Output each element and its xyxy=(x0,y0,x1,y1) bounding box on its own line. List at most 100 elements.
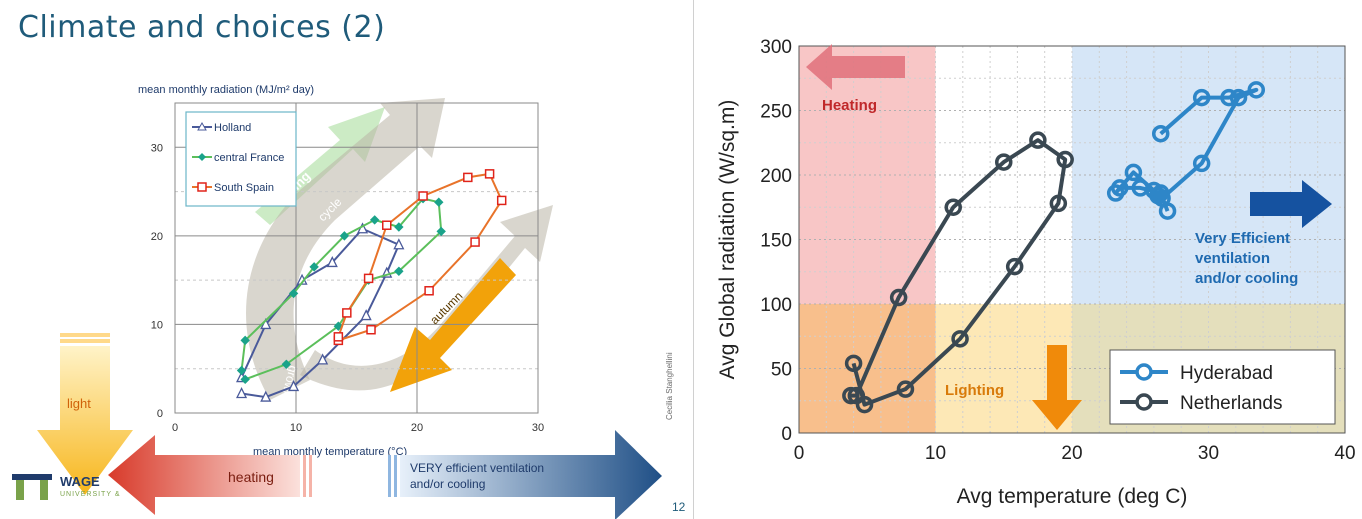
slide-divider xyxy=(693,0,694,519)
x-axis-label: Avg temperature (deg C) xyxy=(957,485,1188,508)
data-point xyxy=(436,226,446,237)
cooling-region-label-line1: Very Efficient xyxy=(1195,230,1290,247)
data-point xyxy=(342,308,352,318)
y-tick-label: 200 xyxy=(760,166,792,187)
data-point xyxy=(1049,194,1068,213)
data-point xyxy=(418,191,428,201)
y-tick-label: 250 xyxy=(760,102,792,123)
data-point xyxy=(288,288,299,299)
page-number: 12 xyxy=(672,500,686,514)
data-point xyxy=(496,195,507,206)
region-heating xyxy=(799,46,936,304)
data-point xyxy=(360,309,372,321)
data-point xyxy=(339,231,350,241)
data-point xyxy=(1220,88,1238,107)
left-chart: spring cycle typical growing autumn 0102… xyxy=(37,84,662,519)
x-tick-label: 20 xyxy=(411,422,423,434)
autumn-arrow xyxy=(390,258,516,392)
y-tick-label: 10 xyxy=(151,319,163,331)
legend-label: Netherlands xyxy=(1180,393,1282,414)
light-arrow xyxy=(37,333,133,495)
y-tick-label: 150 xyxy=(760,231,792,252)
heating-arrow xyxy=(108,435,312,515)
series-line-holland xyxy=(240,227,401,399)
data-point xyxy=(1106,184,1125,202)
y-tick-label: 300 xyxy=(760,37,792,58)
x-tick-label: 40 xyxy=(1334,443,1355,464)
data-point xyxy=(995,153,1013,171)
slide-right-panel: Heating Lighting Very Efficient ventilat… xyxy=(700,0,1362,519)
y-tick-label: 50 xyxy=(771,360,792,381)
heating-label: heating xyxy=(228,469,274,485)
author-credit: Cecilia Stanghellini xyxy=(665,352,674,420)
y-tick-label: 100 xyxy=(760,295,792,316)
data-point xyxy=(1192,88,1211,107)
x-tick-label: 10 xyxy=(290,422,302,434)
data-point xyxy=(394,266,404,276)
heating-region-arrow xyxy=(806,44,905,90)
lighting-region-label: Lighting xyxy=(945,382,1004,399)
data-point xyxy=(394,222,404,232)
right-chart: Heating Lighting Very Efficient ventilat… xyxy=(716,37,1356,508)
legend-label: Holland xyxy=(214,122,251,134)
x-tick-label: 10 xyxy=(925,443,946,464)
data-point xyxy=(1247,81,1266,99)
data-point xyxy=(1124,163,1143,182)
plot-frame xyxy=(798,45,1346,434)
x-tick-label: 0 xyxy=(794,443,805,464)
left-plot-area: 0 10 20 30 0 10 20 30 mean monthly radiation (MJ… xyxy=(138,84,544,458)
data-point xyxy=(288,379,300,392)
data-point xyxy=(842,386,860,405)
data-point xyxy=(309,262,319,272)
heating-region-label: Heating xyxy=(822,97,877,114)
plot-frame xyxy=(174,102,539,414)
data-point xyxy=(424,286,434,296)
data-point xyxy=(844,354,863,373)
data-point xyxy=(326,255,338,268)
data-point xyxy=(896,380,915,398)
chart-title: mean monthly radiation (MJ/m² day) xyxy=(138,84,314,96)
data-point xyxy=(951,330,969,348)
logo-text: WAGE xyxy=(60,474,100,489)
data-point xyxy=(463,172,473,183)
data-point xyxy=(1005,257,1024,276)
ventilation-label-line2: and/or cooling xyxy=(410,477,485,491)
data-point xyxy=(944,198,962,216)
series-line-south-spain xyxy=(337,172,503,342)
data-point xyxy=(889,288,908,307)
x-tick-label: 20 xyxy=(1061,443,1082,464)
ventilation-label-line1: VERY efficient ventilation xyxy=(410,461,544,475)
data-point xyxy=(470,237,480,247)
data-point xyxy=(317,353,329,365)
cycle-arrow xyxy=(246,98,445,400)
logo-subtext: UNIVERSITY & xyxy=(60,491,121,498)
light-label: light xyxy=(67,396,91,411)
data-point xyxy=(260,390,272,402)
y-tick-label: 30 xyxy=(151,142,163,154)
y-tick-label: 0 xyxy=(157,408,163,420)
logo xyxy=(12,474,52,502)
legend-marker xyxy=(197,121,207,131)
data-point xyxy=(1151,124,1170,143)
data-point xyxy=(1056,150,1074,169)
legend-marker xyxy=(197,182,207,192)
data-point xyxy=(1153,189,1171,207)
data-point xyxy=(1192,154,1211,173)
legend-label: South Spain xyxy=(214,182,274,194)
data-point xyxy=(240,374,250,385)
data-point xyxy=(240,335,250,346)
data-point xyxy=(484,169,495,179)
data-point xyxy=(236,365,247,376)
legend-marker xyxy=(1135,363,1153,381)
x-tick-label: 0 xyxy=(172,422,178,434)
cooling-region-arrow xyxy=(1250,180,1332,228)
data-point xyxy=(1229,88,1248,107)
y-tick-label: 0 xyxy=(781,424,792,445)
data-point xyxy=(847,386,866,405)
data-point xyxy=(333,332,344,342)
cooling-region-label-line2: ventilation xyxy=(1195,250,1270,267)
y-tick-label: 20 xyxy=(151,231,163,243)
data-point xyxy=(363,273,374,284)
legend-label: central France xyxy=(214,152,284,164)
legend-marker xyxy=(1135,393,1153,411)
